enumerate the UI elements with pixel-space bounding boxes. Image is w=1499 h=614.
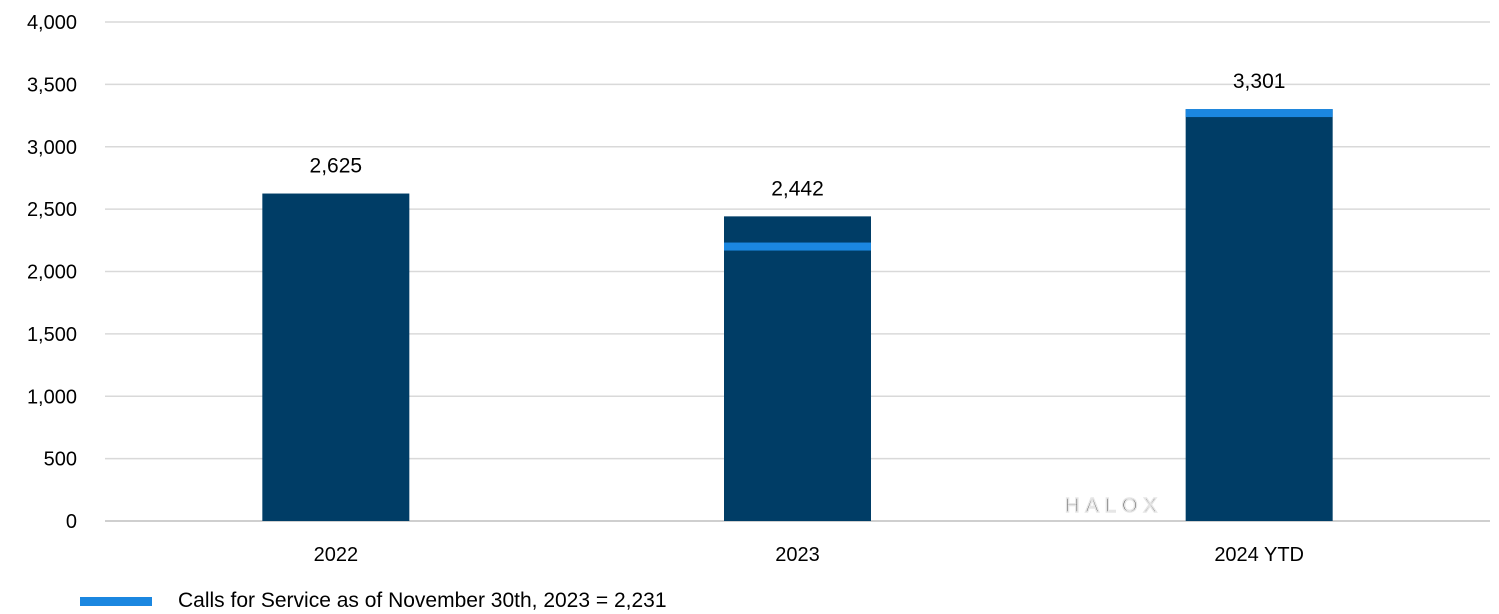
- data-label: 2,625: [310, 155, 363, 178]
- y-tick-label: 3,000: [27, 137, 77, 159]
- x-tick-label: 2022: [314, 544, 359, 566]
- bars: [262, 109, 1333, 521]
- y-tick-label: 1,500: [27, 324, 77, 346]
- bar: [262, 193, 410, 521]
- y-tick-label: 2,500: [27, 199, 77, 221]
- bar: [724, 216, 871, 521]
- data-label: 2,442: [771, 177, 824, 200]
- reference-markers: [724, 109, 1333, 251]
- data-label: 3,301: [1233, 70, 1286, 93]
- reference-marker: [1185, 109, 1333, 118]
- y-tick-label: 3,500: [27, 74, 77, 96]
- bar: [1185, 109, 1333, 521]
- data-labels: 2,625 2,442 3,301: [310, 70, 1286, 200]
- y-tick-label: 0: [66, 511, 77, 533]
- x-tick-label: 2024 YTD: [1214, 544, 1304, 566]
- bar-chart: 05001,0001,5002,0002,5003,0003,5004,000 …: [27, 12, 1490, 566]
- legend-swatch-marker: [80, 596, 152, 606]
- y-axis-tick-labels: 0 500 1,000 1,500 2,000 2,500 3,000 3,500 4,000: [27, 12, 77, 533]
- y-tick-label: 1,000: [27, 386, 77, 408]
- legend-label: Calls for Service as of November 30th, 2…: [178, 589, 667, 612]
- y-tick-label: 4,000: [27, 12, 77, 34]
- y-tick-label: 2,000: [27, 262, 77, 284]
- reference-marker: [724, 242, 871, 251]
- x-tick-label: 2023: [775, 544, 820, 566]
- watermark: HALOX: [1064, 494, 1163, 518]
- y-tick-label: 500: [44, 449, 77, 471]
- watermark-logo: HALOX: [1065, 495, 1163, 517]
- x-axis-tick-labels: 2022 2023 2024 YTD: [314, 544, 1304, 566]
- legend: Calls for Service as of November 30th, 2…: [80, 588, 667, 614]
